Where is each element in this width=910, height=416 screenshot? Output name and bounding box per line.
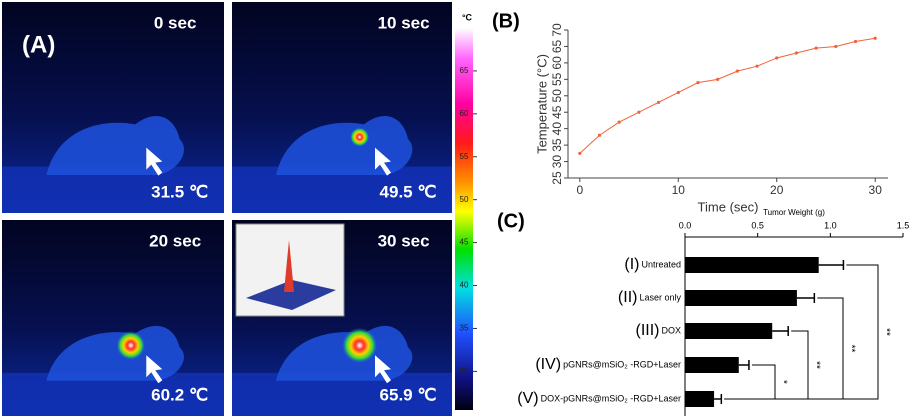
x-tick-label: 0.0 [679, 220, 692, 230]
bar [685, 323, 773, 339]
point [597, 133, 602, 137]
arrow [375, 147, 391, 176]
category-numeral: (II) [618, 289, 638, 306]
colorbar-tick-label: 60 [460, 109, 469, 118]
significance-bracket [724, 364, 776, 400]
y-tick-label: 55 [550, 72, 564, 86]
inset-surface [246, 280, 336, 310]
x-tick-label: 1.0 [824, 220, 837, 230]
point [617, 120, 621, 124]
significance-label: ** [880, 328, 891, 336]
time-label: 20 sec [149, 231, 201, 250]
x-axis-label: Time (sec) [698, 199, 759, 214]
colorbar-tick-label: 65 [460, 66, 469, 75]
temperature-label: 31.5 ℃ [151, 182, 208, 201]
point [853, 39, 858, 44]
y-axis-label: Temperature (°C) [534, 54, 549, 154]
bar [685, 257, 819, 273]
point [656, 100, 661, 104]
inset-peak [284, 240, 294, 292]
point [735, 69, 739, 73]
y-tick-label: 50 [550, 89, 564, 103]
temperature-label: 49.5 ℃ [380, 182, 437, 201]
colorbar-tick-label: 50 [460, 195, 469, 204]
point [578, 151, 582, 155]
point [775, 56, 779, 60]
y-tick-label: 30 [550, 155, 564, 169]
arrow [375, 355, 391, 384]
x-axis-label: Tumor Weight (g) [763, 208, 825, 217]
y-tick-label: 45 [550, 105, 564, 119]
time-label: 10 sec [378, 13, 430, 32]
temperature-label: 60.2 ℃ [151, 385, 208, 404]
colorbar-strip [473, 28, 481, 410]
category-numeral: (IV) [535, 356, 561, 373]
point [794, 51, 799, 55]
y-tick-label: 35 [550, 138, 564, 152]
point [716, 77, 720, 81]
category-numeral: (I) [624, 256, 639, 273]
temperature-label: 65.9 ℃ [380, 385, 437, 404]
x-tick-label: 10 [672, 183, 686, 197]
hotspot [350, 127, 370, 147]
category-numeral: (III) [635, 322, 659, 339]
hotspot [342, 327, 378, 364]
category-label: DOX [661, 325, 681, 335]
x-tick-label: 30 [869, 183, 883, 197]
colorbar-tick-label: 55 [460, 152, 469, 161]
point [696, 81, 700, 85]
time-label: 30 sec [378, 231, 430, 250]
thermal-image: 20 sec 60.2 ℃ [2, 220, 224, 416]
point [814, 46, 818, 50]
point [676, 90, 680, 95]
thermal-image: 30 sec 65.9 ℃ [232, 220, 452, 416]
y-tick-label: 25 [550, 171, 564, 185]
category-numeral: (V) [517, 390, 538, 407]
point [755, 64, 759, 68]
hotspot [116, 331, 146, 360]
time-label: 0 sec [154, 13, 197, 32]
significance-label: ** [845, 345, 856, 353]
arrow [146, 355, 163, 384]
panel-label: (C) [497, 210, 525, 232]
colorbar [455, 28, 473, 410]
y-tick-label: 40 [550, 122, 564, 136]
colorbar-tick-label: 40 [460, 281, 469, 290]
colorbar-tick-label: 45 [460, 238, 469, 247]
point [834, 44, 838, 49]
category-label: Laser only [639, 292, 681, 302]
arrow [146, 147, 163, 176]
colorbar-unit: °C [462, 12, 473, 22]
colorbar-tick-label: 35 [460, 324, 469, 333]
line [579, 37, 876, 154]
x-tick-label: 20 [770, 183, 784, 197]
y-tick-label: 70 [550, 23, 564, 37]
thermal-image: 10 sec 49.5 ℃ [232, 2, 452, 213]
category-label: Untreated [641, 259, 681, 269]
panel-label: (B) [492, 10, 520, 32]
thermal-image: 0 sec 31.5 ℃ [2, 2, 224, 213]
point [873, 36, 877, 40]
category-label: pGNRs@mSiO₂ -RGD+Laser [563, 359, 681, 369]
x-tick-label: 1.5 [897, 220, 910, 230]
bar [685, 357, 739, 373]
x-tick-label: 0 [576, 183, 583, 197]
category-label: DOX-pGNRs@mSiO₂ -RGD+Laser [541, 393, 681, 403]
point [637, 110, 641, 114]
significance-label: ** [810, 361, 821, 369]
y-tick-label: 65 [550, 39, 564, 53]
x-tick-label: 0.5 [751, 220, 764, 230]
y-tick-label: 60 [550, 56, 564, 70]
significance-label: * [777, 380, 788, 384]
bar [685, 391, 715, 407]
panel-label: (A) [22, 31, 55, 58]
bar [685, 290, 797, 306]
colorbar-tick-label: 30 [460, 366, 469, 375]
